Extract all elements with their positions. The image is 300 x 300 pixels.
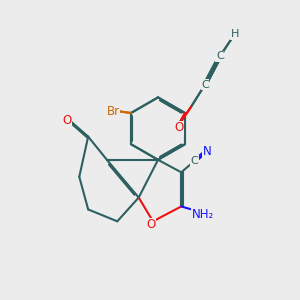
Text: Br: Br (106, 105, 120, 118)
Text: C: C (216, 51, 224, 62)
Text: C: C (201, 80, 209, 90)
Text: Br: Br (106, 105, 120, 118)
Text: C: C (191, 156, 199, 166)
Text: C: C (201, 80, 209, 90)
Text: O: O (62, 114, 71, 127)
Text: O: O (175, 121, 184, 134)
Text: H: H (230, 29, 239, 39)
Text: N: N (203, 145, 212, 158)
Text: C: C (216, 51, 224, 62)
Text: H: H (230, 29, 239, 39)
Text: O: O (174, 121, 183, 134)
Text: NH₂: NH₂ (192, 208, 214, 221)
Text: O: O (146, 218, 155, 231)
